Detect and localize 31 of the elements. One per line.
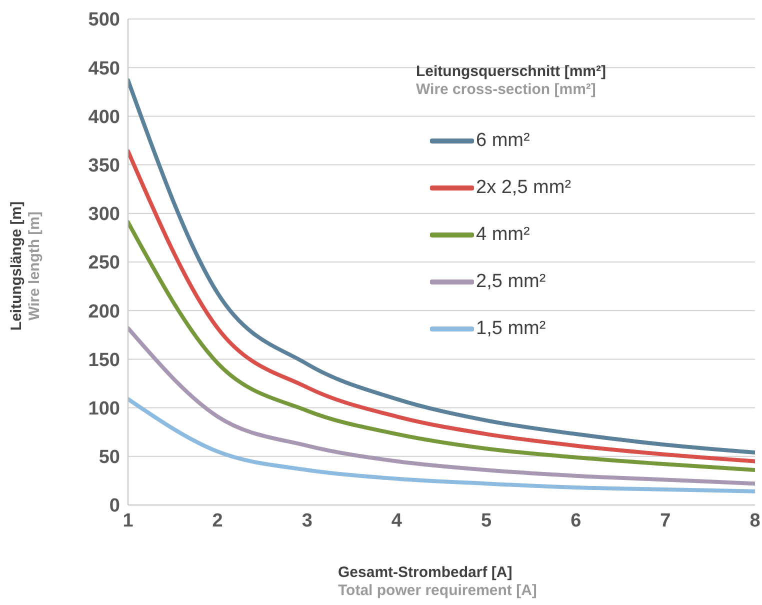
x-axis-title: Gesamt-Strombedarf [A] Total power requirement [A] (338, 564, 537, 600)
y-tick-label: 150 (88, 350, 120, 371)
y-tick-label: 200 (88, 301, 120, 322)
y-tick-label: 350 (88, 156, 120, 177)
x-tick-label: 8 (750, 510, 760, 532)
x-tick-label: 5 (480, 510, 492, 532)
x-tick-label: 3 (302, 510, 312, 532)
legend-label: 6 mm² (476, 130, 530, 152)
y-tick-label: 250 (88, 252, 120, 274)
y-tick-label: 400 (88, 106, 120, 128)
y-tick-label: 450 (88, 58, 120, 80)
x-tick-label: 7 (660, 510, 671, 532)
y-tick-label: 50 (98, 447, 120, 468)
line-series (128, 78, 755, 455)
line-series (128, 149, 755, 464)
y-axis-title: Leitungslänge [m] Wire length [m] (8, 200, 44, 333)
y-tick-label: 100 (88, 398, 120, 420)
x-tick-label: 2 (212, 510, 223, 532)
x-tick-label: 4 (391, 510, 402, 532)
y-tick-label: 0 (109, 496, 120, 517)
y-tick-label: 300 (88, 204, 120, 226)
legend-label: 1,5 mm² (476, 318, 546, 340)
x-tick-label: 1 (122, 510, 134, 532)
y-tick-label: 500 (88, 10, 120, 31)
legend-label: 2,5 mm² (476, 270, 546, 292)
legend-label: 4 mm² (476, 224, 530, 246)
legend-label: 2x 2,5 mm² (476, 176, 572, 198)
legend-title: Leitungsquerschnitt [mm²] Wire cross-section [mm²] (416, 63, 606, 99)
line-series (128, 220, 755, 472)
line-series (128, 397, 755, 494)
x-tick-label: 6 (570, 510, 582, 532)
